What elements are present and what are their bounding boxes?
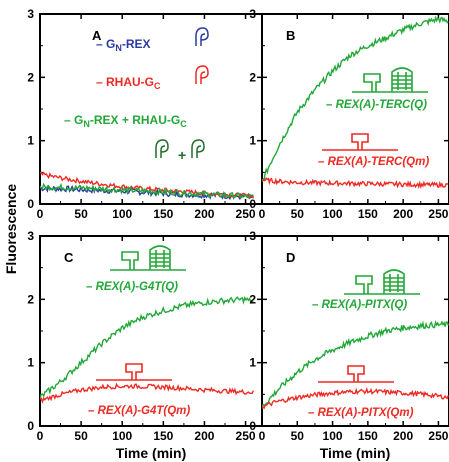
y-tick-label: 2 [27, 292, 34, 306]
y-tick-label: 1 [249, 356, 256, 370]
y-tick-label: 3 [249, 229, 256, 243]
legend-label: – GN-REX [96, 37, 151, 53]
label-mutant: – REX(A)-G4T(Qm) [88, 405, 190, 417]
series-line [40, 296, 254, 399]
x-tick-label: 0 [37, 429, 44, 443]
icon-hairpin [125, 363, 143, 380]
y-tick-label: 3 [27, 7, 34, 21]
series-line [262, 386, 449, 410]
rhau-gc-icon [195, 65, 209, 84]
x-tick-label: 200 [393, 207, 413, 221]
combined-icon-left [155, 139, 169, 158]
x-tick-label: 150 [358, 207, 378, 221]
y-tick-label: 0 [27, 419, 34, 433]
hairpin-icon [318, 365, 394, 383]
quadruplex-icon [344, 269, 420, 295]
icon-shape [191, 139, 205, 158]
icon-hairpin [355, 275, 373, 294]
icon-shape [155, 139, 169, 158]
icon-quadruplex [383, 269, 405, 294]
x-tick-label: 50 [291, 207, 305, 221]
y-tick-label: 1 [27, 356, 34, 370]
x-tick-label: 100 [112, 207, 132, 221]
icon-quadruplex [391, 67, 413, 92]
y-tick-label: 0 [27, 197, 34, 211]
x-tick-label: 50 [74, 429, 88, 443]
gn-rex-icon [195, 27, 209, 46]
x-tick-label: 50 [74, 207, 88, 221]
x-tick-label: 100 [323, 429, 343, 443]
x-tick-label: 150 [153, 207, 173, 221]
series-line [262, 319, 449, 408]
hairpin-icon [322, 133, 398, 151]
x-tick-label: 0 [259, 207, 266, 221]
y-tick-label: 1 [27, 134, 34, 148]
x-axis-label-left: Time (min) [116, 445, 187, 461]
x-tick-label: 200 [194, 429, 214, 443]
legend-label: – RHAU-GC [96, 75, 161, 91]
combined-icon-right [191, 139, 205, 158]
icon-strand [155, 250, 165, 268]
series-line [40, 382, 255, 404]
x-tick-label: 0 [37, 207, 44, 221]
y-tick-label: 2 [249, 70, 256, 84]
x-tick-label: 200 [194, 207, 214, 221]
y-tick-label: 1 [249, 134, 256, 148]
plus-sign: + [178, 147, 186, 163]
icon-quadruplex [149, 245, 171, 270]
y-tick-label: 3 [27, 229, 34, 243]
x-tick-label: 150 [153, 429, 173, 443]
label-mutant: – REX(A)-PITX(Qm) [308, 407, 414, 419]
y-tick-label: 2 [249, 292, 256, 306]
y-tick-label: 0 [249, 197, 256, 211]
series-line [40, 171, 255, 200]
x-tick-label: 150 [358, 429, 378, 443]
icon-shape [195, 27, 209, 46]
x-tick-label: 200 [393, 429, 413, 443]
quadruplex-icon [110, 245, 186, 271]
x-tick-label: 100 [112, 429, 132, 443]
panel-letter: C [64, 250, 74, 265]
y-tick-label: 3 [249, 7, 256, 21]
x-axis-label-right: Time (min) [320, 445, 391, 461]
series-line [40, 182, 254, 201]
icon-strand [389, 274, 399, 292]
icon-hairpin [351, 133, 369, 150]
y-tick-label: 2 [27, 70, 34, 84]
panel-D: 0 50 100 150 200 250 0 1 2 3 D – REX(A)-PITX(Q) – RE… [249, 229, 449, 443]
x-tick-label: 250 [428, 429, 448, 443]
quadruplex-icon [352, 67, 428, 93]
x-tick-label: 100 [323, 207, 343, 221]
plot-frame [39, 13, 263, 205]
x-tick-label: 250 [236, 207, 256, 221]
panel-letter: A [92, 28, 102, 43]
label-quadruplex: – REX(A)-G4T(Q) [86, 281, 178, 293]
y-tick-label: 0 [249, 419, 256, 433]
panel-letter: D [286, 250, 295, 265]
panel-B: 0 50 100 150 200 250 0 1 2 3 B – REX(A)-TERC(Q) – RE… [249, 7, 449, 221]
icon-hairpin [347, 365, 365, 382]
icon-strand [397, 72, 407, 90]
x-tick-label: 250 [428, 207, 448, 221]
x-tick-label: 50 [291, 429, 305, 443]
panel-letter: B [286, 28, 295, 43]
series-line [262, 15, 449, 182]
x-tick-label: 250 [236, 429, 256, 443]
series-line [262, 177, 449, 190]
icon-hairpin [363, 73, 381, 92]
y-axis-label: Fluorescence [3, 184, 19, 274]
icon-hairpin [121, 251, 139, 270]
legend-label: – GN-REX + RHAU-GC [64, 113, 187, 129]
label-quadruplex: – REX(A)-TERC(Q) [326, 99, 427, 111]
x-tick-label: 0 [259, 429, 266, 443]
hairpin-icon [96, 363, 172, 381]
label-mutant: – REX(A)-TERC(Qm) [318, 156, 429, 168]
label-quadruplex: – REX(A)-PITX(Q) [312, 299, 407, 311]
icon-shape [195, 65, 209, 84]
